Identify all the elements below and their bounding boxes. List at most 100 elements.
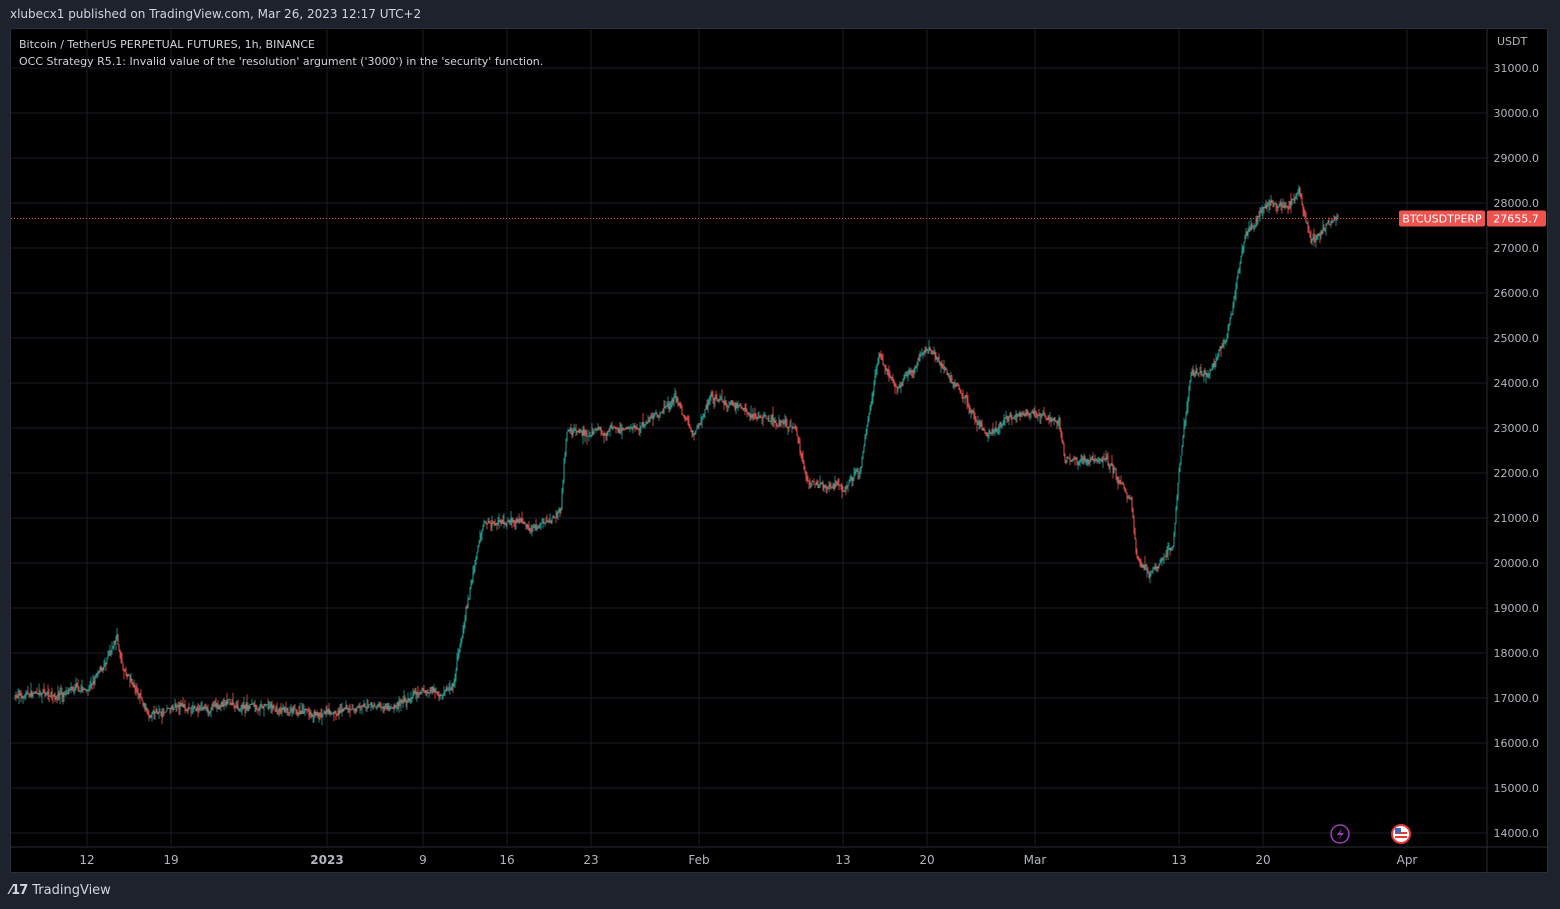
candle-body — [977, 422, 979, 425]
candle — [577, 429, 579, 433]
candle — [549, 513, 551, 523]
candle-body — [1083, 456, 1085, 459]
candle-body — [359, 706, 361, 708]
candle — [797, 435, 799, 444]
candle — [980, 420, 982, 428]
candle — [40, 691, 42, 697]
candle-body — [1228, 325, 1230, 330]
candle-body — [29, 695, 31, 697]
candle-body — [1039, 415, 1041, 417]
candle — [608, 428, 610, 432]
candle — [533, 523, 535, 528]
candle-body — [985, 432, 987, 434]
candle — [434, 688, 436, 699]
candle-body — [815, 482, 817, 485]
candle — [458, 648, 460, 659]
candle — [1124, 487, 1126, 493]
candle-body — [1332, 220, 1334, 222]
candle — [1198, 372, 1200, 378]
candle-body — [138, 693, 140, 695]
candle-body — [407, 698, 409, 700]
candle — [968, 403, 970, 415]
brand-label[interactable]: TradingView — [32, 883, 111, 898]
candle — [1035, 410, 1037, 419]
candle-body — [752, 414, 754, 419]
candle-body — [1021, 413, 1023, 415]
candle-body — [823, 485, 825, 489]
candle — [418, 692, 420, 699]
candle — [670, 400, 672, 410]
candle — [790, 418, 792, 427]
candle-body — [1117, 478, 1119, 484]
candle-body — [212, 704, 214, 706]
candle-body — [279, 708, 281, 710]
candle — [173, 707, 175, 711]
candle-body — [855, 471, 857, 473]
candle — [694, 431, 696, 436]
candle — [489, 521, 491, 524]
candle-body — [474, 564, 476, 570]
candle — [27, 685, 29, 695]
y-tick-label: 21000.0 — [1494, 512, 1540, 525]
candle — [803, 460, 805, 471]
candle-body — [807, 478, 809, 481]
candle — [54, 692, 56, 703]
candle-body — [400, 700, 402, 703]
candle — [359, 702, 361, 714]
candle-body — [1241, 251, 1243, 257]
candle — [14, 694, 16, 700]
candle-body — [803, 461, 805, 470]
candle-body — [1200, 371, 1202, 375]
candle — [1154, 563, 1156, 571]
candle — [1112, 463, 1114, 479]
candle-body — [1163, 556, 1165, 560]
candle — [387, 702, 389, 711]
candle — [459, 643, 461, 653]
candle — [1266, 202, 1268, 212]
candle — [404, 695, 406, 703]
candle-body — [246, 704, 248, 710]
symbol-title[interactable]: Bitcoin / TetherUS PERPETUAL FUTURES, 1h… — [19, 38, 315, 51]
lightning-icon[interactable] — [1330, 824, 1350, 844]
candle — [1004, 417, 1006, 426]
candle-body — [1016, 413, 1018, 417]
candle — [220, 702, 222, 712]
candle-body — [982, 428, 984, 430]
tradingview-logo-icon[interactable]: ⁄17 — [10, 883, 28, 898]
candle-body — [368, 704, 370, 708]
candle — [537, 525, 539, 529]
candle — [623, 428, 625, 431]
candle — [509, 519, 511, 526]
candle — [1076, 457, 1078, 466]
candlestick-chart[interactable]: 14000.015000.016000.017000.018000.019000… — [11, 29, 1549, 874]
chart-pane[interactable]: 14000.0 15000.0 16000.0 17000.0 18000.0 19000… — [10, 28, 1549, 874]
candle-body — [1210, 369, 1212, 371]
candle — [763, 411, 765, 418]
candle — [984, 429, 986, 435]
candle — [443, 686, 445, 697]
candle — [392, 706, 394, 710]
candle-body — [852, 477, 854, 481]
candle — [150, 714, 152, 719]
candle-body — [643, 425, 645, 427]
candle-body — [1082, 458, 1084, 461]
candle-body — [365, 706, 367, 708]
candle — [1268, 198, 1270, 214]
candle — [1251, 222, 1253, 230]
candle-body — [1261, 209, 1263, 212]
candle — [1285, 202, 1287, 208]
candle-body — [666, 404, 668, 407]
candle — [1051, 416, 1053, 423]
candle-body — [618, 429, 620, 433]
candle — [810, 483, 812, 489]
us-flag-event-icon[interactable] — [1391, 824, 1411, 844]
candle-body — [1297, 193, 1299, 195]
candle — [832, 482, 834, 490]
candle-body — [1161, 558, 1163, 561]
candle-body — [1160, 560, 1162, 563]
candle-body — [431, 686, 433, 691]
candle — [739, 402, 741, 406]
candle-body — [1003, 419, 1005, 425]
candle — [1263, 206, 1265, 214]
candle — [613, 425, 615, 429]
